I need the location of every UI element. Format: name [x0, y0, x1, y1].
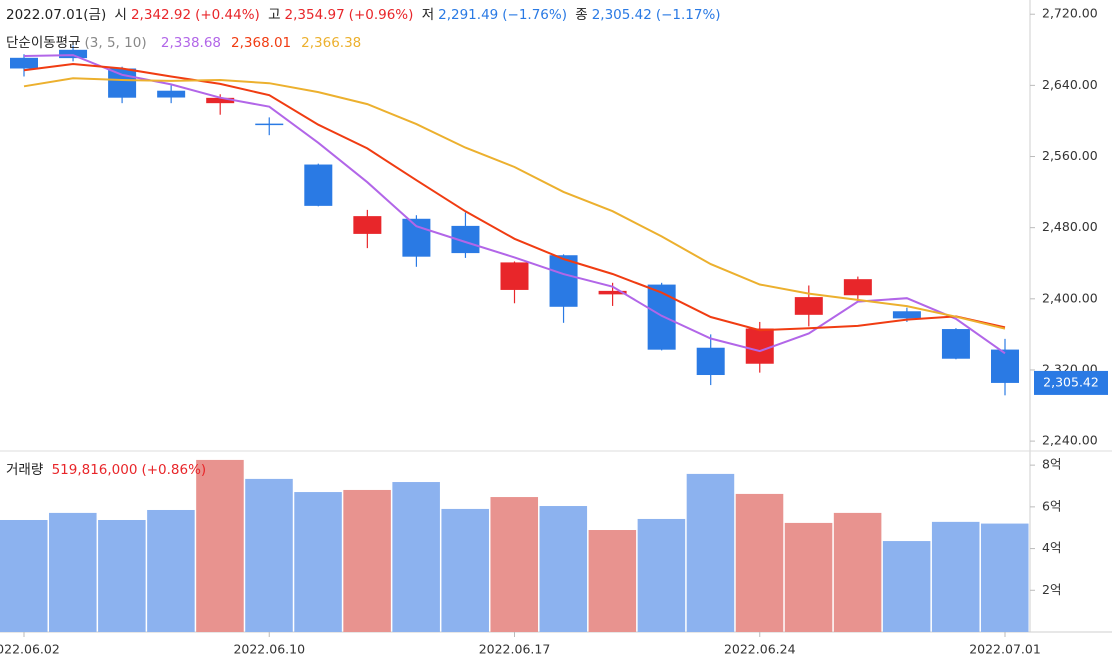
volume-bar: [0, 519, 48, 632]
volume-legend: 거래량 519,816,000 (+0.86%): [6, 458, 210, 478]
candle-body: [843, 279, 872, 296]
y-tick-label: 2,480.00: [1042, 219, 1098, 234]
candle-body: [892, 311, 921, 319]
x-tick-label: 2022.07.01: [969, 642, 1041, 657]
change: (−1.76%): [502, 7, 567, 23]
y-tick-label: 2,240.00: [1042, 433, 1098, 448]
label: 저: [421, 7, 435, 23]
label: 시: [114, 7, 127, 23]
value: 2,354.97: [284, 7, 345, 23]
last-price-label: 2,305.42: [1043, 374, 1099, 389]
volume-bar: [686, 473, 735, 632]
volume-title: 거래량: [6, 462, 44, 478]
date: 2022.07.01(금): [6, 7, 107, 23]
volume-bar: [245, 478, 293, 632]
volume-bar: [196, 459, 244, 632]
volume-bar: [49, 512, 97, 632]
candle-body: [304, 164, 333, 206]
volume-bar: [882, 541, 931, 632]
volume-bar: [588, 530, 637, 632]
volume-bar: [735, 493, 784, 632]
volume-bar: [343, 489, 391, 632]
volume-bar: [441, 508, 489, 632]
value: 2,342.92: [130, 7, 192, 23]
candle-body: [108, 68, 137, 98]
y-tick-label: 4억: [1042, 540, 1061, 555]
x-tick-label: 2022.06.02: [0, 642, 60, 657]
candle-body: [157, 90, 186, 98]
candle-body: [696, 347, 725, 376]
volume-change: (+0.86%): [141, 462, 207, 478]
y-tick-label: 8억: [1042, 457, 1061, 472]
volume-bar: [980, 523, 1029, 632]
volume-bar: [392, 482, 440, 632]
volume-bar: [833, 512, 882, 632]
y-tick-label: 2,720.00: [1042, 6, 1098, 21]
ohlc-header: 2022.07.01(금) 시 2,342.92 (+0.44%) 고 2,354.9…: [6, 3, 725, 23]
candle-body: [353, 216, 382, 234]
volume-bar: [637, 518, 686, 632]
ma-value: 2,366.38: [301, 35, 362, 51]
value: 2,305.42: [591, 7, 652, 23]
candle-body: [794, 297, 823, 315]
y-tick-label: 6억: [1042, 498, 1061, 513]
y-tick-label: 2,560.00: [1042, 148, 1098, 163]
change: (+0.96%): [348, 7, 414, 23]
x-tick-label: 2022.06.17: [479, 642, 551, 657]
candle-body: [206, 97, 235, 104]
volume-bar: [539, 506, 588, 632]
volume-value: 519,816,000: [51, 462, 138, 478]
candle-body: [991, 349, 1019, 383]
y-tick-label: 2,400.00: [1042, 290, 1098, 305]
y-tick-label: 2억: [1042, 582, 1061, 597]
candle-body: [500, 262, 529, 290]
candle-body: [59, 49, 88, 59]
change: (−1.17%): [655, 7, 721, 23]
volume-bar: [784, 522, 833, 632]
ma-line: [23, 77, 1006, 330]
ma-title: 단순이동평균: [6, 35, 81, 51]
candle-body: [647, 284, 676, 350]
value: 2,291.49: [438, 7, 499, 23]
volume-bar: [490, 497, 539, 632]
volume-bar: [98, 519, 146, 632]
candle-body: [255, 123, 284, 126]
ma-value: 2,338.68: [160, 35, 222, 51]
x-tick-label: 2022.06.10: [233, 642, 305, 657]
candle-body: [598, 290, 627, 295]
y-tick-label: 2,640.00: [1042, 77, 1098, 92]
ma-params: (3, 5, 10): [84, 35, 147, 51]
ma-line: [23, 62, 1006, 332]
x-tick-label: 2022.06.24: [724, 642, 796, 657]
volume-bar: [931, 521, 980, 632]
ma-legend: 단순이동평균 (3, 5, 10) 2,338.68 2,368.01 2,366.3…: [6, 31, 365, 51]
label: 고: [268, 7, 281, 23]
candle-body: [745, 328, 774, 364]
last-price-tag: [1034, 370, 1108, 395]
change: (+0.44%): [195, 7, 260, 23]
label: 종: [575, 7, 588, 23]
candle-body: [402, 218, 431, 257]
candle-body: [10, 57, 38, 69]
candle-body: [549, 255, 578, 307]
volume-bar: [147, 509, 195, 632]
volume-bar: [294, 492, 342, 632]
ma-line: [23, 54, 1006, 355]
ma-value: 2,368.01: [231, 35, 292, 51]
candle-body: [941, 329, 970, 359]
